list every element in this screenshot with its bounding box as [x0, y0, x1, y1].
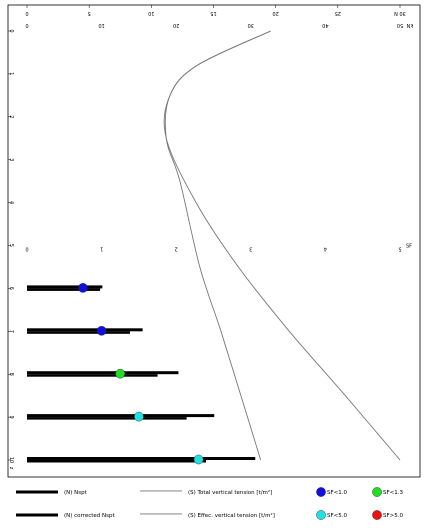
- top-axis-tick-label: 25: [335, 10, 341, 16]
- mid-axis-tick-label: 20: [173, 22, 179, 28]
- depth-axis-tick-label: 8: [8, 373, 14, 376]
- corrected-nspt-bar: [27, 331, 130, 334]
- nspt-bar: [27, 285, 103, 289]
- sf-marker: [134, 411, 144, 422]
- sf-marker: [115, 368, 126, 379]
- depth-axis-tick-label: 7: [8, 330, 14, 333]
- top-axis-tick-label: 10: [148, 10, 154, 16]
- chart-frame: [7, 4, 421, 478]
- mid-axis-tick-label: 50: [397, 22, 403, 28]
- tension-curves: [163, 30, 401, 461]
- bottom-axis-tick-label: 5: [398, 246, 401, 252]
- top-axis-tick-label: 20: [272, 10, 278, 16]
- mid-axis-tick-label: 40: [322, 22, 328, 28]
- mid-axis-tick-label: 30: [248, 22, 254, 28]
- legend-marker: [316, 487, 326, 497]
- bottom-axis-tick-label: 3: [249, 246, 252, 252]
- nspt-bars: [27, 285, 256, 463]
- legend-label: (N) Nspt: [64, 490, 88, 496]
- mid-axis-tick-label: 0: [25, 22, 28, 28]
- depth-axis-tick-label: 1: [8, 72, 14, 75]
- nspt-bar: [27, 328, 143, 332]
- sf-marker: [96, 325, 107, 336]
- bottom-axis-tick-label: 4: [324, 246, 327, 252]
- depth-axis: 0 1 2 3 4 5 6 7 8 9 10 z: [8, 29, 14, 470]
- legend-label: (N) corrected Nspt: [64, 513, 116, 519]
- nspt-bar: [27, 414, 215, 418]
- depth-axis-tick-label: 5: [8, 244, 14, 247]
- mid-axis-tick-label: 10: [98, 22, 104, 28]
- legend-swatch: [16, 490, 58, 494]
- sf-markers: [78, 283, 204, 465]
- sf-marker: [78, 283, 88, 293]
- legend-label: (S) Effec. vertical tension [t/m²]: [188, 512, 275, 519]
- bottom-axis-unit-label: SF: [406, 244, 412, 250]
- legend-label: (S) Total vertical tension [t/m²]: [188, 489, 272, 496]
- legend-swatch: [140, 490, 182, 492]
- top-axis-tick-label: 0: [25, 10, 28, 16]
- legend-marker: [372, 510, 382, 520]
- depth-axis-tick-label: 10: [8, 457, 14, 463]
- top-axis: 0 5 10 15 20 25 30 N: [25, 5, 406, 16]
- legend-marker: [316, 510, 326, 520]
- top-axis-tick-label: 30 N: [394, 10, 406, 16]
- nspt-bar: [27, 371, 179, 375]
- bottom-axis: 0 1 2 3 4 5 SF: [25, 244, 412, 252]
- depth-axis-tick-label: 4: [8, 201, 14, 204]
- total-tension-curve: [163, 30, 401, 461]
- top-axis-tick-label: 15: [210, 10, 216, 16]
- sf-marker: [193, 454, 204, 465]
- corrected-nspt-bar: [27, 460, 207, 463]
- depth-axis-tick-label: 9: [8, 416, 14, 419]
- depth-axis-end-label: z: [8, 467, 14, 470]
- legend-marker: [372, 487, 382, 497]
- bottom-axis-tick-label: 1: [100, 246, 103, 252]
- effective-tension-curve: [164, 30, 271, 461]
- mid-axis: 0 10 20 30 40 50 kN: [25, 22, 413, 28]
- legend-swatch: [140, 513, 182, 515]
- bottom-axis-tick-label: 0: [25, 246, 28, 252]
- corrected-nspt-bar: [27, 417, 187, 420]
- legend: (N) Nspt (S) Total vertical tension [t/m²…: [16, 487, 404, 520]
- legend-label: SF>5.0: [383, 513, 404, 519]
- depth-axis-tick-label: 2: [8, 115, 14, 118]
- depth-axis-tick-label: 3: [8, 158, 14, 161]
- depth-axis-tick-label: 6: [8, 287, 14, 290]
- depth-axis-tick-label: 0: [8, 29, 14, 32]
- corrected-nspt-bar: [27, 374, 158, 377]
- mid-axis-unit-label: kN: [406, 22, 413, 28]
- nspt-bar: [27, 457, 256, 460]
- top-axis-tick-label: 5: [88, 10, 91, 16]
- corrected-nspt-bar: [27, 288, 101, 291]
- legend-swatch: [16, 513, 58, 517]
- legend-label: SF<5.0: [327, 513, 348, 519]
- legend-label: SF<1.3: [383, 490, 404, 496]
- legend-label: SF<1.0: [327, 490, 348, 496]
- bottom-axis-tick-label: 2: [175, 246, 178, 252]
